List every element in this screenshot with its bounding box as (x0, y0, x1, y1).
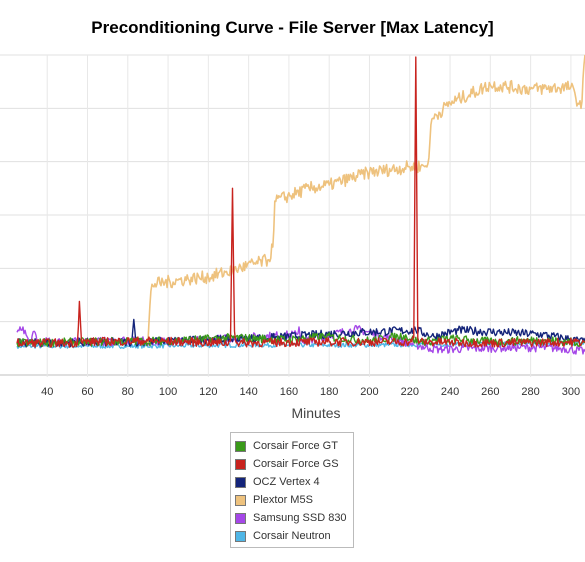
x-tick-label: 60 (81, 386, 93, 398)
legend-item: Corsair Neutron (235, 527, 353, 545)
legend-item: Corsair Force GS (235, 455, 353, 473)
legend-swatch (235, 458, 246, 470)
legend-swatch (235, 494, 246, 506)
x-tick-label: 100 (159, 386, 177, 398)
x-tick-label: 40 (41, 386, 53, 398)
x-axis-ticks: 40 60 80 100 120 140 160 180 200 220 240 260 280 300 (41, 386, 580, 398)
series-line-corsair-force-gs (16, 56, 585, 348)
legend-swatch (235, 530, 246, 542)
x-tick-label: 120 (199, 386, 217, 398)
x-tick-label: 220 (401, 386, 419, 398)
series-lines (16, 54, 585, 355)
x-tick-label: 180 (320, 386, 338, 398)
legend-item: OCZ Vertex 4 (235, 473, 353, 491)
series-line-plextor-m5s (147, 54, 585, 344)
legend-item: Plextor M5S (235, 491, 353, 509)
x-tick-label: 260 (481, 386, 499, 398)
legend-item: Samsung SSD 830 (235, 509, 353, 527)
x-axis-title: Minutes (291, 405, 340, 421)
legend-label: Corsair Force GT (253, 440, 338, 452)
legend-swatch (235, 512, 246, 524)
legend-label: OCZ Vertex 4 (253, 476, 320, 488)
legend: Corsair Force GT Corsair Force GS OCZ Vert… (230, 432, 354, 548)
x-tick-label: 80 (122, 386, 134, 398)
x-tick-label: 300 (562, 386, 580, 398)
x-tick-label: 200 (360, 386, 378, 398)
legend-label: Corsair Neutron (253, 530, 331, 542)
legend-label: Corsair Force GS (253, 458, 339, 470)
legend-swatch (235, 476, 246, 488)
grid (0, 54, 585, 377)
legend-label: Plextor M5S (253, 494, 313, 506)
legend-item: Corsair Force GT (235, 437, 353, 455)
series-line-samsung-ssd-830 (16, 324, 585, 355)
legend-swatch (235, 440, 246, 452)
legend-label: Samsung SSD 830 (253, 512, 347, 524)
chart-title: Preconditioning Curve - File Server [Max… (91, 18, 494, 37)
x-tick-label: 160 (280, 386, 298, 398)
x-tick-label: 280 (521, 386, 539, 398)
x-tick-label: 140 (239, 386, 257, 398)
x-tick-label: 240 (441, 386, 459, 398)
